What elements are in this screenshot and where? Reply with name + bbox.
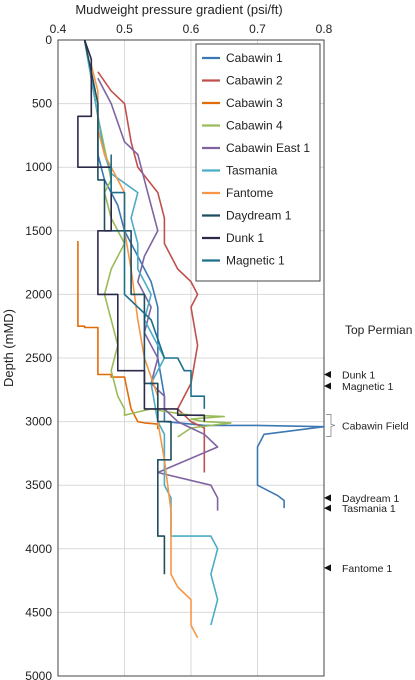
y-tick-label: 1500 — [25, 224, 52, 238]
annotation-bracket-label: Cabawin Field — [342, 420, 409, 432]
legend: Cabawin 1 Cabawin 2 Cabawin 3 Cabawin 4 Caba… — [195, 43, 321, 282]
y-tick-label: 3000 — [25, 415, 52, 429]
series-line-cabawin-2 — [97, 71, 206, 473]
legend-entry: Tasmania — [226, 164, 278, 178]
marker-label: Magnetic 1 — [342, 381, 394, 393]
marker-label: Fantome 1 — [342, 563, 392, 575]
series-line-cabawin-east-1 — [97, 77, 219, 511]
y-tick-label: 2500 — [25, 351, 52, 365]
marker-label: Dunk 1 — [342, 370, 375, 382]
marker-arrow-icon — [324, 494, 331, 502]
series-line-magnetic-1 — [110, 154, 206, 409]
legend-box — [195, 43, 321, 282]
marker-label: Tasmania 1 — [342, 503, 396, 515]
legend-entry: Cabawin 3 — [226, 96, 283, 110]
y-tick-label: 1000 — [25, 160, 52, 174]
marker-arrow-icon — [324, 504, 331, 512]
legend-entry: Cabawin East 1 — [226, 141, 310, 155]
legend-entry: Cabawin 1 — [226, 51, 283, 65]
legend-entry: Cabawin 2 — [226, 74, 283, 88]
series-line-cabawin-3 — [77, 241, 159, 430]
plot-frame — [57, 39, 325, 677]
x-axis-title: Mudweight pressure gradient (psi/ft) — [75, 2, 282, 17]
series-line-cabawin-4 — [83, 39, 232, 438]
y-axis-ticks: 0 500 1000 1500 2000 2500 3000 3500 4000 4500 5000 — [25, 33, 52, 680]
y-tick-label: 4000 — [25, 542, 52, 556]
y-tick-label: 500 — [32, 97, 52, 111]
y-tick-label: 5000 — [25, 669, 52, 680]
x-tick-label: 0.6 — [183, 22, 200, 36]
x-tick-label: 0.8 — [316, 22, 333, 36]
bracket-icon — [326, 414, 336, 437]
y-tick-label: 3500 — [25, 478, 52, 492]
marker-label: Daydream 1 — [342, 493, 399, 505]
legend-entry: Magnetic 1 — [226, 254, 285, 268]
legend-entry: Daydream 1 — [226, 209, 292, 223]
y-tick-label: 0 — [45, 33, 52, 47]
annotation-heading: Top Permian — [345, 323, 412, 337]
marker-arrow-icon — [324, 564, 331, 572]
y-tick-label: 2000 — [25, 287, 52, 301]
marker-arrow-icon — [324, 382, 331, 390]
x-tick-label: 0.5 — [116, 22, 133, 36]
legend-entry: Dunk 1 — [226, 231, 264, 245]
annotations: Top Permian Cabawin Field Dunk 1Magnetic… — [324, 323, 412, 575]
series-lines — [77, 39, 325, 639]
x-tick-label: 0.7 — [249, 22, 266, 36]
legend-entry: Fantome — [226, 186, 274, 200]
series-line-dunk-1 — [77, 39, 206, 422]
marker-arrow-icon — [324, 371, 331, 379]
x-axis-ticks: 0.4 0.5 0.6 0.7 0.8 — [50, 22, 333, 36]
x-tick-label: 0.4 — [50, 22, 67, 36]
y-tick-label: 4500 — [25, 605, 52, 619]
y-axis-title: Depth (mMD) — [1, 309, 16, 387]
legend-entry: Cabawin 4 — [226, 119, 283, 133]
